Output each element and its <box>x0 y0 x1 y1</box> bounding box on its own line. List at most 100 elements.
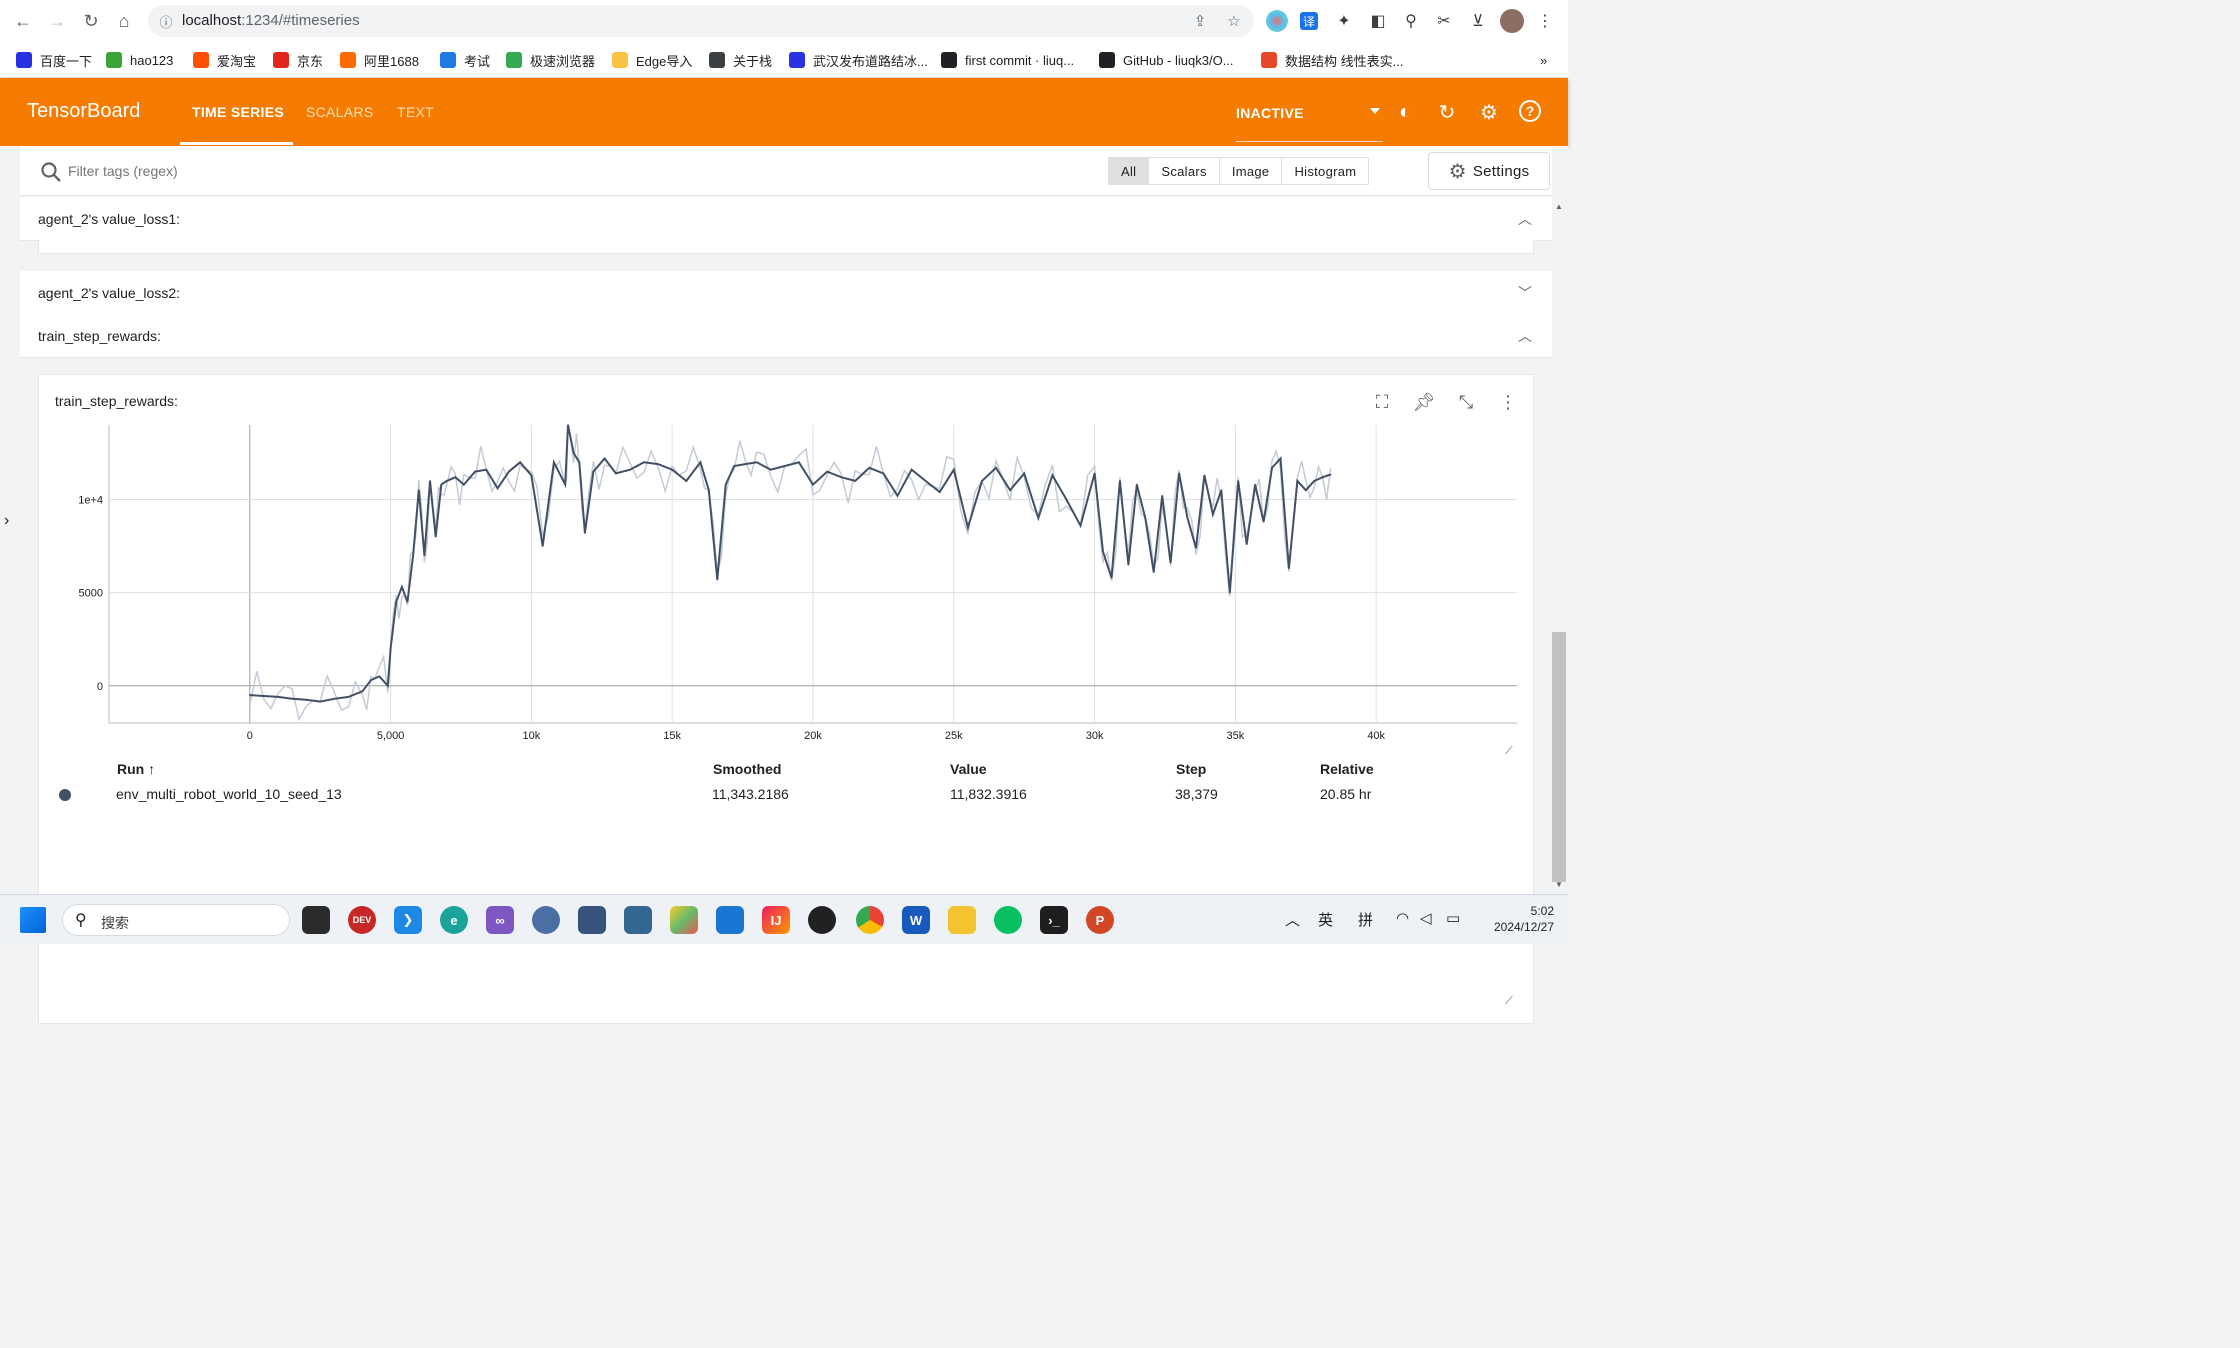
bookmark-item[interactable]: GitHub - liuqk3/O... <box>1099 50 1234 70</box>
chrome-icon[interactable] <box>856 906 884 934</box>
tab-time-series[interactable]: TIME SERIES <box>192 104 284 120</box>
col-header-run[interactable]: Run ↑ <box>117 761 156 777</box>
gear-icon[interactable]: ⚙ <box>1480 101 1498 124</box>
side-panel-icon[interactable]: ◧ <box>1370 13 1386 30</box>
tab-text[interactable]: TEXT <box>397 104 434 120</box>
settings-button[interactable]: ⚙ Settings <box>1428 152 1550 190</box>
group-header-train-step-rewards[interactable]: train_step_rewards: ︿ <box>20 314 1552 358</box>
bookmark-star-icon[interactable]: ☆ <box>1227 13 1241 30</box>
powerpoint-icon[interactable]: P <box>1086 906 1114 934</box>
more-vert-icon[interactable]: ⋮ <box>1499 391 1517 412</box>
bookmark-item[interactable]: hao123 <box>106 50 173 70</box>
chart-resize-icon[interactable]: ⟋ <box>1505 745 1513 757</box>
chevron-down-icon[interactable] <box>1370 108 1380 114</box>
filter-histogram-button[interactable]: Histogram <box>1294 163 1357 179</box>
bookmark-item[interactable]: 武汉发布道路结冰... <box>789 50 928 70</box>
pin-icon[interactable]: 📌︎ <box>1412 391 1436 412</box>
plugin-select[interactable]: INACTIVE <box>1236 105 1304 121</box>
sidebar-expand-icon[interactable]: › <box>4 512 10 529</box>
data-point <box>1237 480 1239 482</box>
scrollbar-thumb[interactable] <box>1552 632 1566 882</box>
bookmark-item[interactable]: 百度一下 <box>16 50 92 70</box>
scroll-up-icon[interactable]: ▲ <box>1555 202 1563 211</box>
tab-scalars[interactable]: SCALARS <box>306 104 374 120</box>
bookmark-favicon-icon <box>440 52 456 68</box>
card-resize-icon[interactable]: ⟋ <box>1505 995 1513 1007</box>
data-point <box>708 489 710 491</box>
edge-legacy-icon[interactable]: e <box>440 906 468 934</box>
scissors-icon[interactable]: ✂ <box>1437 13 1451 30</box>
taskbar-search[interactable]: ⚲ 搜索 <box>62 904 290 936</box>
chevron-up-icon[interactable]: ︿ <box>1518 211 1532 227</box>
terminal-icon[interactable]: ›_ <box>1040 906 1068 934</box>
database-app-icon[interactable] <box>578 906 606 934</box>
browser-menu-icon[interactable]: ⋮ <box>1537 13 1553 30</box>
extensions-puzzle-icon[interactable]: ✦ <box>1337 13 1351 30</box>
bookmark-item[interactable]: 京东 <box>273 50 323 70</box>
word-icon[interactable]: W <box>902 906 930 934</box>
share-icon[interactable]: ⇪ <box>1193 13 1207 30</box>
bookmark-item[interactable]: 关于栈 <box>709 50 772 70</box>
bookmark-item[interactable]: first commit · liuq... <box>941 50 1074 70</box>
volume-icon[interactable]: ◁ <box>1420 910 1432 927</box>
reload-icon[interactable]: ↻ <box>83 10 99 31</box>
scroll-down-icon[interactable]: ▼ <box>1555 880 1563 889</box>
chevron-down-icon[interactable]: ﹀ <box>1518 285 1532 301</box>
filter-image-button[interactable]: Image <box>1220 158 1283 184</box>
theme-toggle-icon[interactable]: ◐ <box>1398 100 1412 123</box>
address-bar[interactable]: ⓘ localhost:1234/#timeseries ⇪ ☆ <box>148 5 1254 37</box>
chevron-up-icon[interactable]: ︿ <box>1518 328 1532 344</box>
wifi-icon[interactable]: ◠ <box>1396 910 1410 927</box>
bookmark-item[interactable]: 阿里1688 <box>340 50 419 70</box>
ime-mode[interactable]: 拼 <box>1358 912 1374 929</box>
fit-domain-icon[interactable]: ⤡ <box>1458 391 1474 412</box>
vscode-icon[interactable]: ❯ <box>394 906 422 934</box>
bookmark-item[interactable]: Edge导入 <box>612 50 692 70</box>
tag-filter-input[interactable]: Filter tags (regex) <box>68 163 178 179</box>
tray-chevron-up-icon[interactable]: ︿ <box>1285 912 1301 929</box>
filter-all-button[interactable]: All <box>1109 158 1150 184</box>
bookmark-item[interactable]: 爱淘宝 <box>193 50 256 70</box>
file-explorer-icon[interactable] <box>948 906 976 934</box>
back-icon[interactable]: ← <box>14 10 32 31</box>
search-lens-icon[interactable]: ⚲ <box>1405 13 1417 30</box>
data-point <box>1037 517 1040 519</box>
fullscreen-icon[interactable]: ⛶ <box>1375 391 1389 412</box>
bookmark-item[interactable]: 数据结构 线性表实... <box>1261 50 1403 70</box>
reload-data-icon[interactable]: ↻ <box>1438 101 1456 124</box>
qq-icon[interactable] <box>808 906 836 934</box>
system-clock[interactable]: 5:02 2024/12/27 <box>1480 903 1554 935</box>
help-icon[interactable]: ? <box>1519 100 1541 122</box>
bookmark-item[interactable]: 极速浏览器 <box>506 50 595 70</box>
download-tray-icon[interactable]: ⊻ <box>1472 13 1484 30</box>
intellij-icon[interactable]: IJ <box>762 906 790 934</box>
windows-start-icon[interactable] <box>20 907 46 933</box>
line-chart[interactable]: 0 5,000 10k 15k 20k 25k 30k 35k 40k 0 5000 1e+4 <box>39 375 1535 755</box>
ime-language[interactable]: 英 <box>1318 912 1334 929</box>
data-point <box>1065 498 1068 501</box>
dev-cpp-icon[interactable]: DEV <box>348 906 376 934</box>
git-client-icon[interactable] <box>670 906 698 934</box>
forward-icon[interactable]: → <box>48 10 66 31</box>
bookmark-item[interactable]: 考试 <box>440 50 490 70</box>
group-header-value-loss1[interactable]: agent_2's value_loss1: ︿ <box>20 197 1552 241</box>
data-point <box>744 463 747 465</box>
remote-app-icon[interactable] <box>716 906 744 934</box>
site-info-icon[interactable]: ⓘ <box>159 14 173 30</box>
wechat-icon[interactable] <box>994 906 1022 934</box>
extension-color-icon[interactable] <box>1266 10 1288 32</box>
task-view-icon[interactable] <box>302 906 330 934</box>
bookmark-label: GitHub - liuqk3/O... <box>1123 52 1234 68</box>
bookmarks-overflow-icon[interactable]: » <box>1540 52 1548 68</box>
x-tick-label: 30k <box>1086 730 1104 742</box>
group-header-value-loss2[interactable]: agent_2's value_loss2: ﹀ <box>20 271 1552 315</box>
home-icon[interactable]: ⌂ <box>118 10 130 31</box>
filter-scalars-button[interactable]: Scalars <box>1149 158 1220 184</box>
postgresql-icon[interactable] <box>624 906 652 934</box>
battery-icon[interactable]: ▭ <box>1446 910 1461 927</box>
translate-extension-icon[interactable]: 译 <box>1300 12 1318 30</box>
plugin-select-underline <box>1236 141 1383 142</box>
visual-studio-icon[interactable]: ∞ <box>486 906 514 934</box>
globe-app-icon[interactable] <box>532 906 560 934</box>
profile-avatar[interactable] <box>1500 9 1524 33</box>
